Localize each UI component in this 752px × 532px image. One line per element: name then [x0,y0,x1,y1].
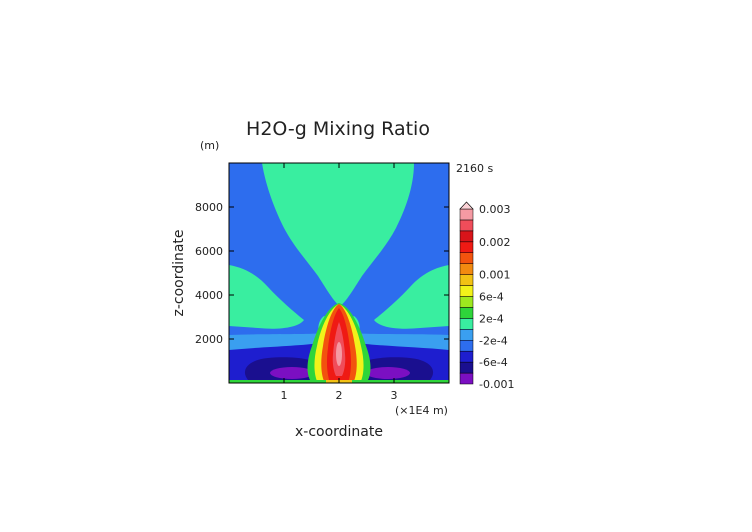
colorbar-swatch [459,241,474,253]
colorbar-swatch [459,340,474,352]
y-tick-label: 6000 [195,245,223,258]
contour-upper-plume [262,163,414,306]
colorbar-swatch [459,296,474,308]
y-axis-label: z-coordinate [171,229,187,316]
colorbar-label: -6e-4 [479,356,508,369]
contour-min-left [270,367,314,379]
colorbar-swatch [459,230,474,243]
contour-min-right [366,367,410,379]
contour-right-lobe [374,265,449,329]
y-tick-label: 2000 [195,333,223,346]
x-unit-label: (×1E4 m) [395,404,448,417]
colorbar-swatch [459,208,474,221]
colorbar-swatch [459,318,474,330]
colorbar-label: 0.002 [479,236,511,249]
x-tick-label: 3 [391,389,398,402]
y-tick-label: 8000 [195,201,223,214]
colorbar-swatch [459,285,474,297]
colorbar-label: 0.001 [479,269,511,282]
x-tick-label: 1 [281,389,288,402]
colorbar-swatch [459,372,474,385]
y-axis: 2000 4000 6000 8000 [195,201,449,346]
colorbar-label: 2e-4 [479,312,504,325]
contour-left-lobe [229,265,304,329]
colorbar: 0.003 0.002 0.001 6e-4 2e-4 -2e-4 -6e-4 -0.001 [459,201,514,391]
colorbar-label: 0.003 [479,203,511,216]
x-axis: 1 2 3 [281,163,398,402]
x-tick-label: 2 [336,389,343,402]
colorbar-label: -2e-4 [479,334,508,347]
colorbar-swatch [459,274,474,286]
colorbar-swatch [459,263,474,275]
colorbar-swatch [459,219,474,232]
colorbar-swatch [459,252,474,264]
colorbar-swatch [459,329,474,341]
colorbar-swatch [459,307,474,319]
time-label: 2160 s [456,162,493,175]
colorbar-label: 6e-4 [479,291,504,304]
colorbar-extend-arrow [459,201,474,210]
y-unit-label: (m) [200,139,219,152]
chart-title: H2O-g Mixing Ratio [246,118,430,140]
colorbar-swatch [459,361,474,374]
colorbar-swatch [459,350,474,363]
colorbar-label: -0.001 [479,378,514,391]
y-tick-label: 4000 [195,289,223,302]
contour-core-max [336,342,342,366]
contour-plot-area [229,163,449,383]
x-axis-label: x-coordinate [295,424,383,440]
